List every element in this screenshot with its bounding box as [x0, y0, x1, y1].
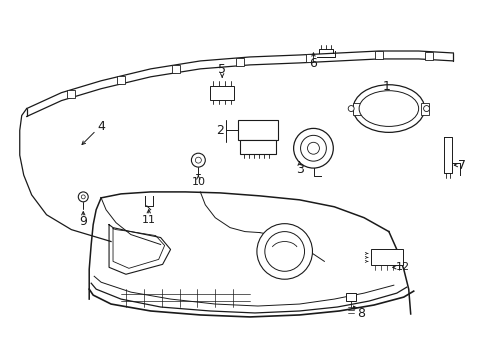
Bar [210, 86, 234, 100]
Text: 10: 10 [191, 177, 205, 187]
Text: 12: 12 [395, 262, 409, 272]
Circle shape [300, 135, 325, 161]
Circle shape [191, 153, 205, 167]
Bar [346, 293, 355, 301]
Bar [171, 65, 179, 73]
Bar [352, 103, 360, 114]
Bar [240, 140, 275, 154]
Circle shape [423, 105, 428, 112]
Bar [238, 121, 277, 140]
Bar [374, 51, 382, 59]
Text: 1: 1 [382, 80, 390, 93]
Bar [117, 76, 124, 84]
Bar [420, 103, 427, 114]
Ellipse shape [358, 91, 418, 126]
Bar [236, 58, 244, 66]
Text: 5: 5 [218, 63, 226, 76]
Circle shape [307, 142, 319, 154]
Bar [67, 90, 75, 98]
Circle shape [195, 157, 201, 163]
Circle shape [264, 231, 304, 271]
Ellipse shape [352, 85, 424, 132]
Bar [305, 54, 313, 62]
Text: 7: 7 [457, 159, 466, 172]
Text: 8: 8 [356, 307, 365, 320]
Bar [424, 51, 432, 59]
Circle shape [78, 192, 88, 202]
Circle shape [81, 195, 85, 199]
Bar [370, 249, 402, 265]
Circle shape [256, 224, 312, 279]
Text: 9: 9 [79, 215, 87, 228]
Text: 3: 3 [295, 163, 303, 176]
Text: 6: 6 [309, 57, 317, 71]
Text: 2: 2 [216, 124, 224, 137]
Text: 11: 11 [142, 215, 155, 225]
Text: 4: 4 [97, 120, 105, 133]
Circle shape [293, 129, 333, 168]
Circle shape [347, 105, 353, 112]
